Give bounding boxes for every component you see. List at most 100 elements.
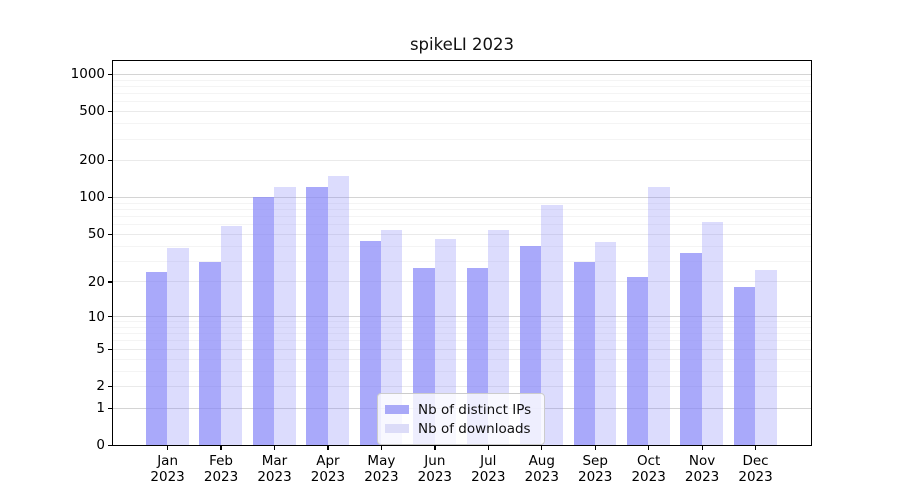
y-tick-label: 200 xyxy=(79,152,105,169)
x-tick-mark xyxy=(434,445,436,450)
gridline-minor xyxy=(113,370,811,372)
x-tick-label-feb: Feb 2023 xyxy=(203,453,239,485)
x-tick-label-sep: Sep 2023 xyxy=(578,453,613,485)
gridline-minor xyxy=(113,260,811,262)
gridline-minor xyxy=(113,333,811,335)
gridline-minor xyxy=(113,224,811,226)
bar-dec-distinct-ips xyxy=(733,286,756,445)
y-tick-label: 100 xyxy=(79,189,105,206)
y-tick-label: 50 xyxy=(87,226,105,243)
legend-swatch-downloads xyxy=(385,424,409,433)
bar-nov-distinct-ips xyxy=(680,252,702,445)
bar-may-distinct-ips xyxy=(359,240,382,445)
x-tick-mark xyxy=(541,445,543,450)
gridline xyxy=(113,111,811,113)
y-tick-label: 20 xyxy=(87,273,105,290)
x-tick-label-oct: Oct 2023 xyxy=(631,453,666,485)
bar-oct-downloads xyxy=(648,187,670,445)
y-tick-mark xyxy=(108,196,113,199)
y-tick-mark xyxy=(108,281,113,283)
plot-area xyxy=(112,60,812,446)
y-tick-label: 1 xyxy=(96,400,105,417)
y-tick-label: 2 xyxy=(96,378,105,395)
bar-apr-distinct-ips xyxy=(306,186,328,445)
y-tick-label: 0 xyxy=(96,437,105,454)
bar-mar-distinct-ips xyxy=(252,197,275,445)
gridline xyxy=(113,348,811,350)
x-tick-mark xyxy=(380,445,383,450)
x-tick-label-dec: Dec 2023 xyxy=(738,453,773,485)
bar-may-downloads xyxy=(381,229,403,445)
x-tick-mark xyxy=(754,445,757,450)
gridline-minor xyxy=(113,340,811,342)
y-tick-mark xyxy=(108,73,113,76)
x-tick-label-jul: Jul 2023 xyxy=(471,453,506,485)
gridline-minor xyxy=(113,123,811,125)
x-tick-mark xyxy=(487,445,489,450)
legend-label: Nb of downloads xyxy=(418,420,531,437)
bar-mar-downloads xyxy=(274,187,296,445)
gridline-minor xyxy=(113,358,811,360)
gridline-minor xyxy=(113,326,811,328)
x-tick-label-aug: Aug 2023 xyxy=(524,453,559,485)
x-tick-label-nov: Nov 2023 xyxy=(684,453,720,485)
gridline xyxy=(113,316,811,318)
gridline xyxy=(113,160,811,162)
gridline xyxy=(113,197,811,199)
bar-jan-downloads xyxy=(167,248,189,445)
gridline xyxy=(113,73,811,75)
gridline-minor xyxy=(113,101,811,103)
gridline xyxy=(113,385,811,387)
bar-feb-distinct-ips xyxy=(199,262,221,445)
gridline-minor xyxy=(113,79,811,81)
gridline xyxy=(113,281,811,283)
x-tick-mark xyxy=(327,445,329,450)
x-tick-label-jan: Jan 2023 xyxy=(150,453,185,485)
legend-item-distinct-ips: Nb of distinct IPs xyxy=(385,400,536,419)
y-tick-mark xyxy=(108,233,113,235)
x-tick-mark xyxy=(594,445,596,450)
bar-jan-distinct-ips xyxy=(145,272,168,445)
legend-label: Nb of distinct IPs xyxy=(418,401,532,418)
gridline-minor xyxy=(113,202,811,204)
gridline-minor xyxy=(113,85,811,87)
y-tick-mark xyxy=(108,159,113,162)
gridline-minor xyxy=(113,321,811,323)
y-tick-label: 1000 xyxy=(70,66,105,83)
x-tick-label-apr: Apr 2023 xyxy=(310,453,346,485)
gridline-minor xyxy=(113,208,811,210)
legend-item-downloads: Nb of downloads xyxy=(385,419,536,438)
bar-jul-downloads xyxy=(488,229,510,445)
y-tick-mark xyxy=(108,316,113,318)
bar-oct-distinct-ips xyxy=(626,276,649,445)
gridline-minor xyxy=(113,216,811,218)
gridline xyxy=(113,233,811,235)
y-tick-mark xyxy=(108,385,113,388)
y-tick-label: 5 xyxy=(96,341,105,358)
legend-swatch-distinct-ips xyxy=(385,405,409,414)
x-tick-mark xyxy=(273,445,276,450)
y-tick-mark xyxy=(108,348,113,350)
y-tick-mark xyxy=(108,407,113,409)
bar-sep-downloads xyxy=(594,241,617,445)
bar-dec-downloads xyxy=(755,270,777,445)
bar-sep-distinct-ips xyxy=(573,262,595,445)
x-tick-label-jun: Jun 2023 xyxy=(417,453,453,485)
legend: Nb of distinct IPs Nb of downloads xyxy=(377,393,545,445)
y-tick-label: 500 xyxy=(79,103,105,120)
chart-title: spikeLI 2023 xyxy=(409,35,515,54)
x-tick-mark xyxy=(648,445,650,450)
x-tick-mark xyxy=(167,445,169,450)
bar-nov-downloads xyxy=(701,222,724,445)
x-tick-mark xyxy=(701,445,703,450)
x-tick-label-mar: Mar 2023 xyxy=(257,453,292,485)
x-tick-mark xyxy=(220,445,222,450)
bar-feb-downloads xyxy=(220,226,243,445)
y-tick-mark xyxy=(108,110,113,113)
gridline-minor xyxy=(113,138,811,140)
y-tick-mark xyxy=(108,444,113,447)
y-tick-label: 10 xyxy=(87,308,105,325)
gridline-minor xyxy=(113,93,811,95)
x-tick-label-may: May 2023 xyxy=(364,453,399,485)
